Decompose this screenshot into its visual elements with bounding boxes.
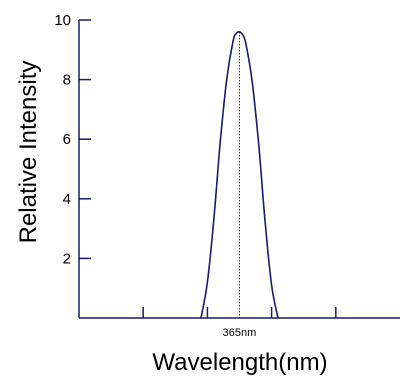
y-axis-title: Relative Intensity — [15, 61, 42, 244]
y-tick-label: 8 — [63, 72, 71, 89]
y-tick-label: 6 — [63, 131, 71, 148]
peak-label: 365nm — [223, 327, 257, 339]
y-tick-label: 2 — [63, 250, 71, 267]
y-ticks: 2 4 6 8 10 — [54, 12, 91, 267]
series-line — [200, 31, 279, 319]
y-tick-label: 10 — [54, 12, 71, 29]
x-ticks — [142, 307, 337, 318]
x-axis-title: Wavelength(nm) — [152, 349, 327, 376]
y-tick-label: 4 — [63, 191, 71, 208]
